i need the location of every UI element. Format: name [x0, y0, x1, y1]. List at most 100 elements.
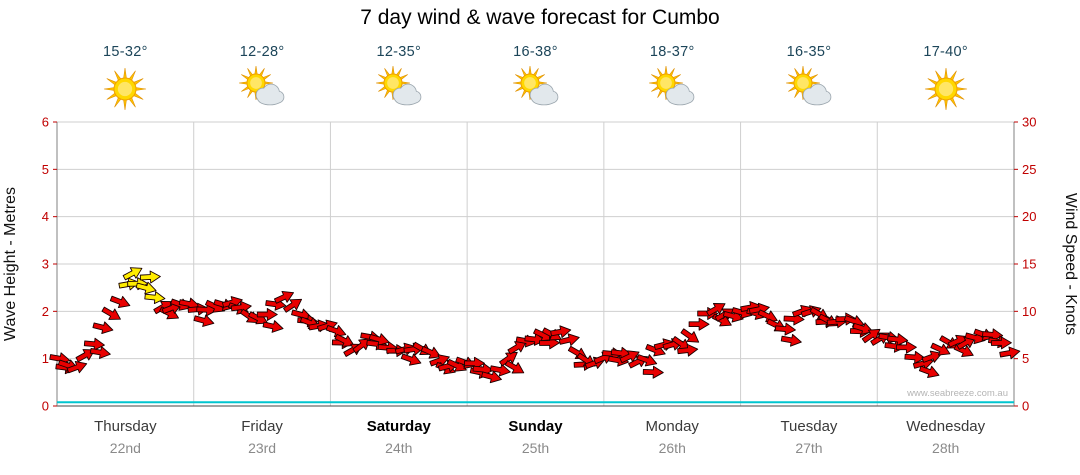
wind-arrow	[895, 340, 917, 354]
wind-arrow	[607, 353, 629, 367]
weather-icon	[604, 66, 741, 114]
sun-cloud-icon	[649, 66, 695, 106]
day-date: 23rd	[248, 440, 277, 456]
day-date: 28th	[932, 440, 960, 456]
page-title: 7 day wind & wave forecast for Cumbo	[360, 6, 720, 29]
left-tick-label: 2	[42, 304, 49, 319]
wind-arrow	[990, 336, 1012, 350]
wind-arrow	[507, 341, 527, 355]
day-column: Friday 23rd	[194, 418, 331, 456]
day-temp: 15-32°	[103, 44, 148, 60]
wind-arrow	[489, 363, 511, 377]
weather-icon	[467, 66, 604, 114]
day-temp: 17-40°	[923, 44, 969, 60]
day-temp: 16-35°	[786, 44, 832, 60]
wind-arrow-highlight	[122, 267, 143, 281]
wind-arrow	[256, 308, 278, 321]
wind-arrow	[420, 345, 441, 359]
wind-arrow-highlight	[135, 281, 157, 295]
wind-arrow	[930, 342, 951, 356]
day-column: Saturday 24th	[330, 418, 467, 456]
day-name: Wednesday	[906, 418, 986, 435]
wind-arrow	[262, 320, 284, 333]
weather-icon	[57, 66, 194, 114]
day-name: Tuesday	[780, 418, 838, 435]
right-tick-label: 15	[1022, 257, 1036, 272]
left-tick-label: 5	[42, 162, 49, 177]
weather-icon	[741, 66, 878, 114]
left-tick-label: 0	[42, 399, 49, 414]
wind-arrow	[550, 325, 572, 339]
wind-arrow	[429, 354, 450, 367]
left-tick-label: 3	[42, 257, 49, 272]
right-tick-label: 20	[1022, 209, 1036, 224]
right-tick-label: 0	[1022, 399, 1029, 414]
sun-icon	[104, 67, 147, 111]
right-tick-label: 25	[1022, 162, 1036, 177]
right-tick-label: 5	[1022, 351, 1029, 366]
wind-arrow	[230, 300, 252, 314]
day-date: 26th	[658, 440, 686, 456]
wind-arrow	[636, 354, 658, 367]
day-temp: 18-37°	[649, 44, 695, 60]
wind-arrow	[193, 314, 215, 327]
wind-arrow	[221, 296, 243, 309]
wind-arrow	[918, 365, 940, 378]
wind-arrow	[334, 333, 355, 347]
wind-arrow	[964, 331, 986, 345]
weather-icon	[194, 66, 331, 114]
wind-arrow-highlight	[139, 270, 161, 284]
sun-cloud-icon	[785, 66, 832, 106]
wind-arrow	[66, 361, 88, 374]
wind-arrow	[642, 365, 664, 379]
day-temp: 12-28°	[239, 44, 285, 60]
left-tick-label: 6	[42, 115, 49, 130]
wind-arrow	[956, 336, 976, 350]
temperature-row: 15-32° 12-28° 12-35° 16-38° 18-37° 16-35…	[57, 44, 1014, 60]
wind-arrow	[368, 333, 390, 346]
wind-arrow	[499, 351, 518, 367]
weather-icon	[330, 66, 467, 114]
day-date: 27th	[795, 440, 823, 456]
day-name: Monday	[645, 418, 699, 435]
wind-arrow	[722, 310, 744, 323]
left-tick-label: 1	[42, 351, 49, 366]
wind-arrow	[101, 306, 121, 320]
wind-arrow	[504, 360, 525, 374]
day-name: Saturday	[366, 418, 431, 435]
day-labels-row: Thursday 22nd Friday 23rd Saturday 24th …	[57, 418, 1014, 456]
weather-icons-row	[57, 66, 1014, 114]
wind-arrow	[982, 328, 1004, 342]
wind-arrow	[887, 333, 909, 346]
day-column: Thursday 22nd	[57, 418, 194, 456]
day-name: Sunday	[508, 418, 563, 435]
sun-cloud-icon	[239, 66, 285, 106]
day-date: 25th	[521, 440, 550, 456]
day-column: Monday 26th	[604, 418, 741, 456]
weather-icon	[877, 66, 1014, 114]
wind-arrow	[89, 346, 111, 359]
day-name: Friday	[241, 418, 283, 435]
wind-arrow	[400, 353, 422, 366]
right-axis-title: Wind Speed - Knots	[1062, 193, 1079, 335]
wind-arrow	[481, 370, 502, 384]
day-column: Wednesday 28th	[877, 418, 1014, 456]
day-temp: 16-38°	[513, 44, 558, 60]
wind-arrow	[83, 337, 105, 351]
watermark: www.seabreeze.com.au	[906, 388, 1008, 399]
left-axis-title: Wave Height - Metres	[2, 187, 19, 341]
day-date: 22nd	[109, 440, 141, 456]
left-tick-label: 4	[42, 209, 49, 224]
wind-arrow	[273, 291, 295, 304]
wind-arrow	[283, 298, 303, 313]
day-temp: 12-35°	[376, 44, 422, 60]
day-name: Thursday	[94, 418, 157, 435]
wind-arrow	[861, 328, 881, 344]
right-tick-label: 10	[1022, 304, 1036, 319]
wind-arrow	[196, 303, 218, 317]
wind-arrow	[748, 302, 770, 316]
wind-arrow	[677, 343, 699, 357]
sun-cloud-icon	[375, 66, 422, 106]
wind-arrow	[921, 350, 943, 363]
wind-arrow	[780, 333, 802, 347]
